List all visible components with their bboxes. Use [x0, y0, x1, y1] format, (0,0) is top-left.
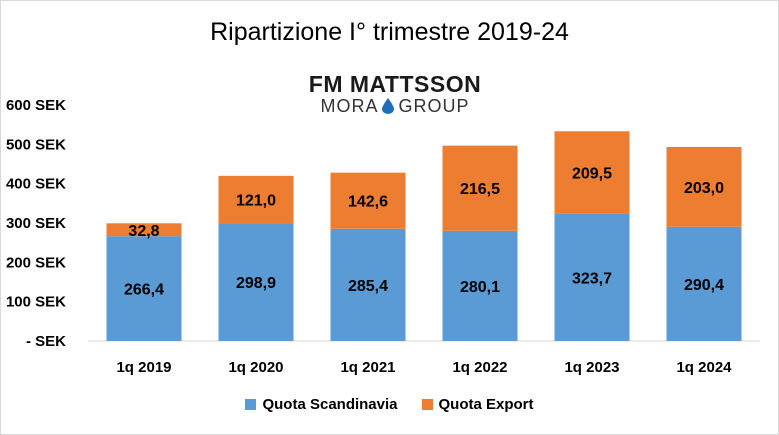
bar-export	[330, 172, 406, 229]
y-tick-label: 600 SEK	[6, 97, 66, 114]
x-tick-label: 1q 2022	[452, 359, 507, 376]
logo-wordmark: FM MATTSSON	[308, 71, 482, 97]
data-label-export: 216,5	[460, 181, 500, 198]
x-tick-label: 1q 2021	[340, 359, 395, 376]
water-drop-icon	[382, 98, 395, 114]
data-label-export: 203,0	[684, 180, 724, 197]
legend-item-scandinavia: Quota Scandinavia	[245, 396, 398, 413]
legend-swatch-export	[421, 399, 433, 410]
x-tick-label: 1q 2024	[676, 359, 732, 376]
chart-title: Ripartizione I° trimestre 2019-24	[210, 18, 569, 46]
data-label-scandinavia: 323,7	[572, 270, 612, 287]
y-tick-label: 300 SEK	[6, 215, 66, 232]
logo-mora-text: MORA	[320, 96, 379, 116]
data-label-export: 209,5	[572, 165, 612, 182]
legend-swatch-scandinavia	[245, 399, 257, 410]
data-label-scandinavia: 266,4	[124, 282, 164, 299]
bar-scandinavia	[330, 228, 406, 341]
bar-scandinavia	[666, 226, 742, 341]
data-label-scandinavia: 298,9	[236, 275, 276, 292]
data-label-scandinavia: 280,1	[460, 279, 500, 296]
data-label-export: 121,0	[236, 193, 276, 210]
y-tick-label: 200 SEK	[6, 254, 66, 271]
bar-export	[554, 131, 630, 214]
bar-scandinavia	[218, 223, 294, 341]
y-tick-label: - SEK	[26, 333, 66, 350]
bar-scandinavia	[554, 213, 630, 341]
legend-label-export: Quota Export	[438, 396, 534, 413]
x-tick-label: 1q 2019	[116, 359, 171, 376]
legend-label-scandinavia: Quota Scandinavia	[262, 396, 398, 413]
logo-subline: MORA GROUP	[300, 96, 490, 116]
x-tick-label: 1q 2023	[564, 359, 619, 376]
data-label-export: 142,6	[348, 194, 388, 211]
company-logo: FM MATTSSON MORA GROUP	[300, 72, 490, 116]
bar-scandinavia	[106, 236, 182, 341]
bar-export	[106, 223, 182, 237]
x-tick-label: 1q 2020	[228, 359, 283, 376]
bar-export	[442, 145, 518, 231]
y-tick-label: 100 SEK	[6, 294, 66, 311]
y-tick-label: 400 SEK	[6, 176, 66, 193]
data-label-export: 32,8	[128, 223, 159, 240]
legend-item-export: Quota Export	[421, 396, 534, 413]
bar-export	[666, 146, 742, 227]
logo-group-text: GROUP	[398, 96, 470, 116]
data-label-scandinavia: 285,4	[348, 278, 388, 295]
data-label-scandinavia: 290,4	[684, 277, 724, 294]
bar-scandinavia	[442, 230, 518, 341]
legend: Quota Scandinavia Quota Export	[0, 396, 779, 413]
bar-export	[218, 175, 294, 224]
y-tick-label: 500 SEK	[6, 136, 66, 153]
